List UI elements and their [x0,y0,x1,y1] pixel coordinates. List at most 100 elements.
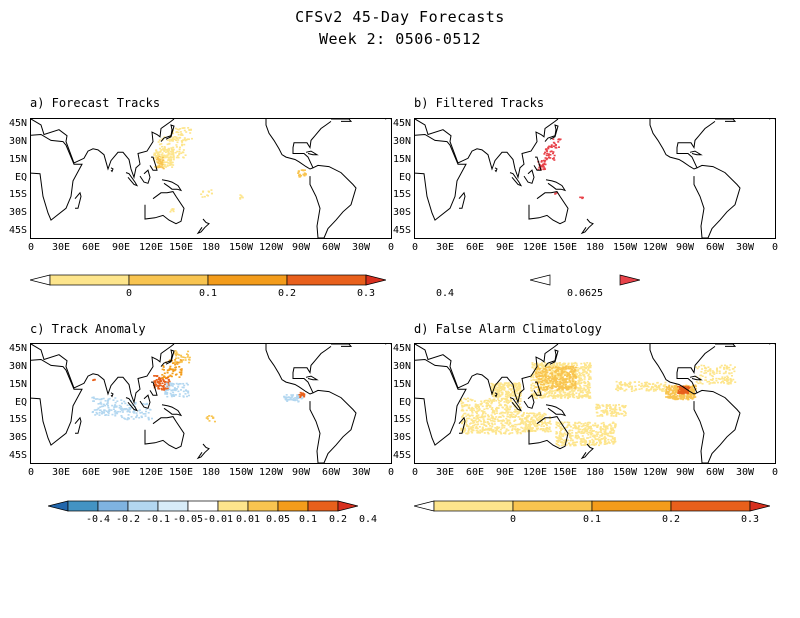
track-density-dot [171,150,174,152]
track-density-dot [572,396,575,398]
track-density-dot [166,376,169,379]
track-density-dot [679,397,682,400]
track-density-dot [494,387,497,390]
track-density-dot [156,153,159,156]
track-density-dot [557,425,560,427]
track-density-dot [549,394,552,397]
track-density-dot [572,380,575,383]
track-density-dot [543,395,546,398]
track-density-dot [580,381,583,384]
track-density-dot [558,390,561,392]
track-density-dot [558,395,561,397]
track-density-dot [180,354,183,357]
panel-a-title: a) Forecast Tracks [30,96,161,110]
track-density-dot [588,383,591,386]
track-density-dot [603,436,606,438]
track-density-dot [174,393,177,396]
track-density-dot [100,398,103,401]
track-density-dot [122,408,125,410]
track-density-dot [548,145,551,148]
track-density-dot [514,423,517,426]
track-density-dot [460,427,463,430]
track-density-dot [490,428,493,431]
track-density-dot [730,380,733,382]
track-density-dot [558,376,561,378]
track-density-dot [177,390,180,393]
track-density-dot [705,379,708,381]
track-density-dot [515,386,518,388]
track-density-dot [516,431,519,433]
track-density-dot [483,401,486,403]
track-density-dot [677,385,680,388]
coastline-newguinea [161,404,183,417]
track-density-dot [584,395,587,397]
track-density-dot [580,432,583,435]
track-density-dot [467,432,470,434]
track-density-dot [164,148,167,151]
track-density-dot [210,415,213,418]
track-density-dot [562,383,565,386]
track-density-dot [489,399,492,402]
panel-a-map [30,118,392,239]
track-density-dot [679,391,682,393]
track-density-dot [540,380,543,383]
track-density-dot [163,389,166,391]
track-density-dot [188,128,191,131]
lon-label: 150W [612,467,638,478]
track-density-dot [468,415,471,417]
track-density-dot [527,425,530,428]
coastline-srilanka [494,392,498,398]
track-density-dot [481,416,484,419]
track-density-dot [471,429,474,432]
track-density-dot [566,371,569,374]
track-density-dot [531,389,534,392]
track-density-dot [503,382,506,384]
track-density-dot [533,379,536,381]
track-density-dot [462,409,465,412]
track-density-dot [726,380,729,382]
track-density-dot [538,387,541,390]
track-density-dot [644,383,647,386]
panel-b-map [414,118,776,239]
track-density-dot [581,395,584,397]
track-density-dot [568,385,571,387]
track-density-dot [182,359,185,361]
track-density-dot [578,421,581,424]
track-density-dot [598,439,601,441]
track-density-dot [470,419,473,421]
track-density-dot [166,150,169,153]
track-density-dot [579,379,582,382]
track-density-dot [476,427,479,430]
colorbar-label: 0.2 [328,514,348,525]
track-density-dot [530,376,533,379]
track-density-dot [546,366,549,369]
track-density-dot [713,373,716,375]
track-density-dot [99,406,102,408]
track-density-dot [120,399,123,401]
track-density-dot [704,376,707,379]
track-density-dot [513,390,516,392]
track-density-dot [558,362,561,364]
track-density-dot [674,398,677,401]
coastline-japan [544,124,559,142]
track-density-dot [604,425,607,428]
track-density-dot [688,386,691,389]
lon-label: 180 [201,242,221,253]
track-density-dot [208,420,211,422]
track-density-dot [551,369,554,372]
track-density-dot [650,386,653,389]
track-density-dot [508,394,511,396]
track-density-dot [515,423,518,426]
track-density-dot [580,430,583,433]
track-density-dot [716,381,719,384]
track-density-dot [591,438,594,441]
coastline-cuba [305,150,319,156]
track-density-dot [542,168,545,171]
track-density-dot [582,444,585,446]
track-density-dot [294,397,297,399]
coastline-australia [528,191,569,225]
track-density-dot [466,433,469,435]
track-density-dot [174,361,177,364]
track-density-dot [611,435,614,438]
track-density-dot [556,424,559,427]
